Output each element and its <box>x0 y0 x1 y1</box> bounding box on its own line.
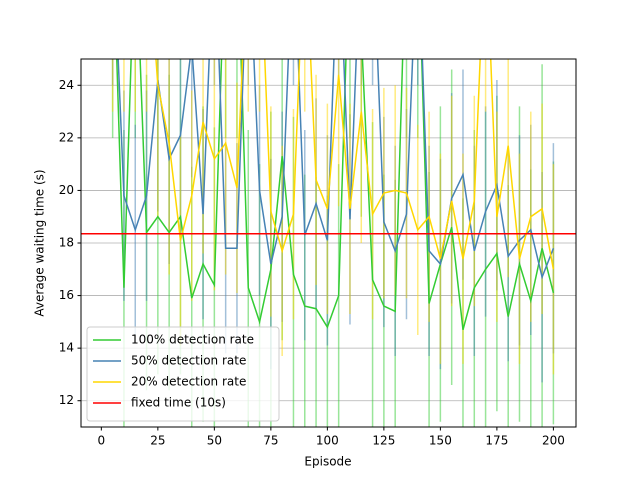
y-tick-label: 24 <box>59 78 74 92</box>
legend-label: 20% detection rate <box>131 375 246 389</box>
x-tick-label: 125 <box>372 434 395 448</box>
series-line <box>155 59 555 270</box>
x-tick-label: 0 <box>98 434 106 448</box>
legend-label: 50% detection rate <box>131 354 246 368</box>
x-tick-label: 75 <box>263 434 278 448</box>
plot-area <box>81 59 576 427</box>
ticks: 12 14 16 18 20 22 24 0 25 50 75 100 125 150 175 200 <box>59 78 565 448</box>
legend-label: 100% detection rate <box>131 333 254 347</box>
series-line <box>116 59 555 330</box>
legend-box <box>86 326 280 422</box>
series-line <box>117 59 555 280</box>
x-tick-label: 150 <box>429 434 452 448</box>
x-tick-label: 175 <box>485 434 508 448</box>
x-tick-label: 200 <box>542 434 565 448</box>
y-axis-label: Average waiting time (s) <box>33 169 47 316</box>
x-tick-label: 50 <box>207 434 222 448</box>
legend-label: fixed time (10s) <box>131 396 226 410</box>
legend: 100% detection rate 50% detection rate 20%… <box>86 326 280 422</box>
x-tick-label: 100 <box>316 434 339 448</box>
y-tick-label: 12 <box>59 393 74 407</box>
y-tick-label: 18 <box>59 236 74 250</box>
x-tick-label: 25 <box>150 434 165 448</box>
y-tick-label: 20 <box>59 183 74 197</box>
y-tick-label: 22 <box>59 130 74 144</box>
x-axis-label: Episode <box>304 455 351 469</box>
y-tick-label: 16 <box>59 288 74 302</box>
y-tick-label: 14 <box>59 341 74 355</box>
